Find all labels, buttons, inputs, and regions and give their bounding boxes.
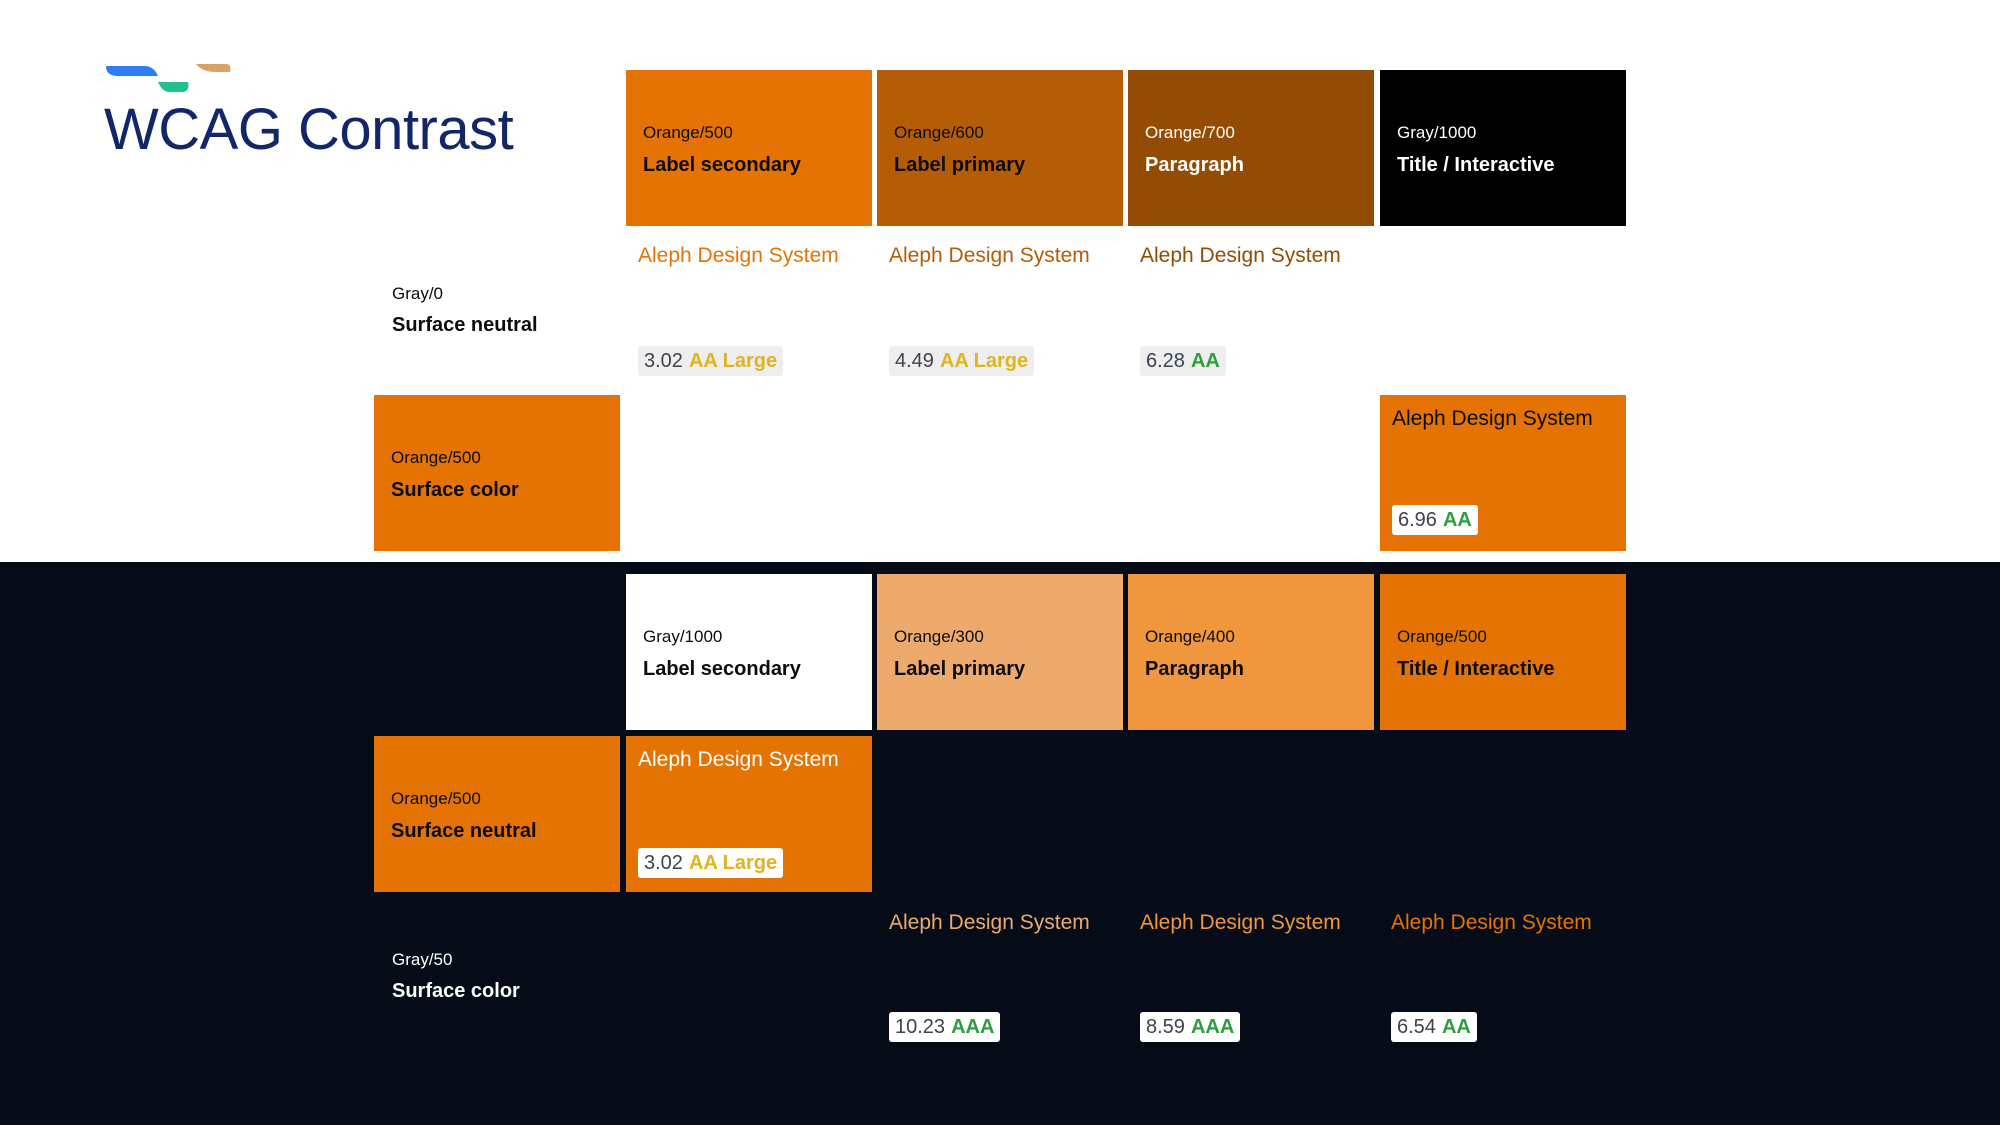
sample-cell-on-orange: Aleph Design System 6.96 AA	[1380, 395, 1626, 551]
wcag-level: AA Large	[688, 350, 778, 372]
swatch-role: Surface color	[391, 479, 519, 501]
contrast-ratio: 6.54	[1397, 1016, 1436, 1038]
contrast-ratio: 6.96	[1398, 509, 1437, 531]
row-token: Gray/50	[392, 950, 453, 969]
swatch-role: Label secondary	[643, 658, 801, 680]
swatch-token: Gray/1000	[1397, 123, 1477, 142]
wcag-level: AA	[1441, 1016, 1471, 1038]
contrast-ratio: 10.23	[895, 1016, 946, 1038]
swatch-orange-500-surface-color: Orange/500 Surface color	[374, 395, 620, 551]
row-role: Surface color	[392, 980, 520, 1002]
swatch-orange-600-label-primary: Orange/600 Label primary	[877, 70, 1123, 226]
contrast-ratio: 6.28	[1146, 350, 1185, 372]
sample-cell-on-orange: Aleph Design System 3.02 AA Large	[626, 736, 872, 892]
sample-text: Aleph Design System	[1140, 911, 1341, 934]
swatch-role: Label primary	[894, 658, 1026, 680]
contrast-badge: 4.49 AA Large	[889, 346, 1035, 376]
sample-text: Aleph Design System	[638, 748, 839, 771]
contrast-badge: 6.96 AA	[1392, 505, 1478, 535]
sample-text: Aleph Design System	[889, 244, 1090, 267]
contrast-badge: 6.28 AA	[1140, 346, 1226, 376]
page-title: WCAG Contrast	[104, 97, 514, 162]
swatch-role: Paragraph	[1145, 658, 1244, 680]
swatch-orange-300-label-primary: Orange/300 Label primary	[877, 574, 1123, 730]
contrast-badge: 10.23 AAA	[889, 1012, 1001, 1042]
swatch-role: Title / Interactive	[1397, 154, 1555, 176]
swatch-token: Orange/500	[391, 789, 481, 808]
swatch-token: Orange/500	[643, 123, 733, 142]
swatch-role: Label primary	[894, 154, 1026, 176]
swatch-token: Orange/700	[1145, 123, 1235, 142]
wcag-level: AAA	[1190, 1016, 1235, 1038]
swatch-token: Orange/300	[894, 627, 984, 646]
sample-text: Aleph Design System	[1391, 911, 1592, 934]
swatch-token: Orange/500	[391, 448, 481, 467]
swatch-orange-500-surface-neutral: Orange/500 Surface neutral	[374, 736, 620, 892]
swatch-role: Label secondary	[643, 154, 801, 176]
contrast-badge: 3.02 AA Large	[638, 346, 784, 376]
swatch-token: Orange/600	[894, 123, 984, 142]
wcag-level: AA Large	[939, 350, 1029, 372]
contrast-ratio: 3.02	[644, 350, 683, 372]
row-token: Gray/0	[392, 284, 444, 303]
swatch-gray-1000-title-interactive: Gray/1000 Title / Interactive	[1380, 70, 1626, 226]
swatch-role: Title / Interactive	[1397, 658, 1555, 680]
swatch-token: Gray/1000	[643, 627, 723, 646]
wcag-level: AA	[1190, 350, 1220, 372]
sample-text: Aleph Design System	[638, 244, 839, 267]
contrast-ratio: 4.49	[895, 350, 934, 372]
sample-text: Aleph Design System	[1392, 407, 1593, 430]
wcag-level: AA	[1442, 509, 1472, 531]
contrast-badge: 8.59 AAA	[1140, 1012, 1241, 1042]
wcag-level: AAA	[951, 1016, 995, 1038]
contrast-badge: 3.02 AA Large	[638, 848, 784, 878]
swatch-orange-500-label-secondary: Orange/500 Label secondary	[626, 70, 872, 226]
aleph-logo-icon	[106, 64, 231, 92]
swatch-role: Paragraph	[1145, 154, 1244, 176]
swatch-token: Orange/400	[1145, 627, 1235, 646]
row-role: Surface neutral	[392, 314, 538, 336]
sample-text: Aleph Design System	[889, 911, 1090, 934]
swatch-orange-500-title-interactive: Orange/500 Title / Interactive	[1380, 574, 1626, 730]
swatch-token: Orange/500	[1397, 627, 1487, 646]
contrast-ratio: 3.02	[644, 852, 683, 874]
swatch-orange-400-paragraph: Orange/400 Paragraph	[1128, 574, 1374, 730]
swatch-gray-1000-label-secondary: Gray/1000 Label secondary	[626, 574, 872, 730]
sample-text: Aleph Design System	[1140, 244, 1341, 267]
swatch-orange-700-paragraph: Orange/700 Paragraph	[1128, 70, 1374, 226]
wcag-level: AA Large	[688, 852, 778, 874]
contrast-ratio: 8.59	[1146, 1016, 1185, 1038]
contrast-badge: 6.54 AA	[1391, 1012, 1477, 1042]
swatch-role: Surface neutral	[391, 820, 537, 842]
